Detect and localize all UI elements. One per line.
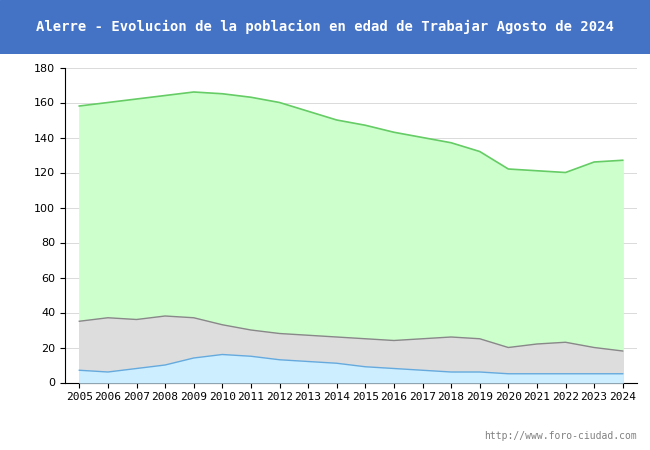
Text: Alerre - Evolucion de la poblacion en edad de Trabajar Agosto de 2024: Alerre - Evolucion de la poblacion en ed… <box>36 20 614 34</box>
Text: http://www.foro-ciudad.com: http://www.foro-ciudad.com <box>484 431 637 441</box>
